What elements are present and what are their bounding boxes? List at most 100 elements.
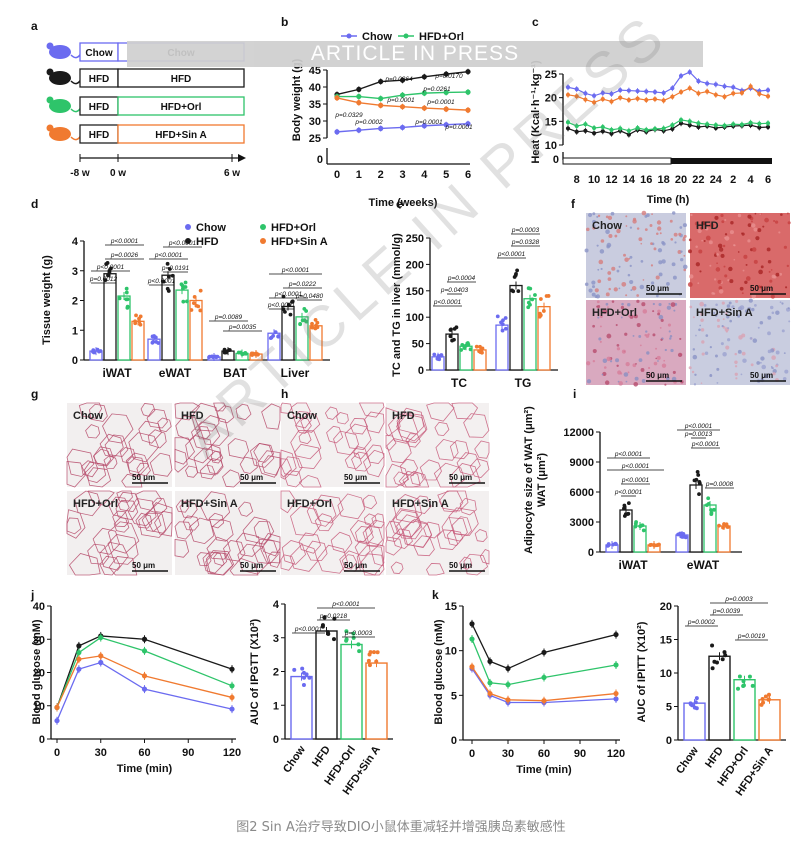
stain-dot: [716, 262, 718, 265]
data-point: [757, 125, 762, 130]
data-point: [191, 301, 196, 305]
data-point: [626, 132, 631, 137]
adipocyte-outline: [157, 417, 172, 433]
panel-letter: f: [571, 197, 576, 211]
data-point: [356, 93, 362, 100]
stain-dot: [592, 226, 596, 230]
adipocyte-outline: [89, 403, 108, 422]
data-point: [652, 96, 658, 102]
data-point: [622, 503, 627, 508]
p-value: p=0.0329: [334, 112, 363, 119]
y-tick-label: 50: [412, 339, 424, 351]
p-value: p=0.0222: [288, 281, 317, 288]
stain-dot: [653, 247, 657, 251]
adipocyte-outline: [87, 490, 115, 506]
histology-image: HFD 50 μm: [174, 402, 281, 488]
stain-dot: [592, 224, 596, 228]
adipocyte-outline: [280, 554, 295, 571]
adipocyte-outline: [385, 536, 403, 556]
stain-dot: [603, 366, 607, 369]
p-value: p=0.0364: [384, 76, 413, 83]
data-point: [614, 542, 618, 547]
stain-dot: [616, 343, 620, 347]
adipocyte-outline: [389, 508, 421, 539]
mouse-icon: [46, 68, 82, 85]
data-point: [541, 309, 546, 313]
x-tick-label: 30: [502, 748, 514, 760]
p-value: p=0.0004: [447, 275, 476, 282]
stain-dot: [663, 359, 666, 362]
histology-image: HFD+Orl 50 μm: [586, 299, 686, 387]
data-point: [117, 296, 122, 301]
data-point: [302, 675, 307, 680]
stain-dot: [768, 290, 772, 294]
stain-dot: [782, 376, 787, 381]
light-phase-bar: [562, 157, 672, 165]
adipocyte-outline: [419, 459, 442, 481]
adipocyte-outline: [385, 463, 410, 488]
data-point: [95, 347, 100, 352]
image-label: Chow: [287, 410, 317, 422]
adipocyte-outline: [196, 426, 211, 440]
data-point: [717, 523, 721, 528]
p-value: p<0.0001: [294, 626, 323, 633]
stain-dot: [705, 235, 711, 241]
data-point: [678, 531, 682, 536]
data-point: [712, 659, 717, 664]
data-point: [185, 299, 189, 304]
p-value: p=0.0002: [354, 119, 383, 126]
data-point: [478, 350, 483, 354]
x-tick-label: 16: [640, 174, 652, 186]
timeline-arrow: [238, 154, 246, 162]
stain-dot: [716, 253, 719, 256]
stain-dot: [633, 381, 639, 387]
stain-dot: [616, 364, 619, 367]
mouse-body: [49, 71, 71, 85]
stain-dot: [749, 336, 753, 340]
stain-dot: [757, 228, 762, 233]
p-value: p=0.0019: [737, 633, 766, 640]
stain-dot: [625, 380, 628, 383]
stain-dot: [657, 248, 663, 253]
adipocyte-outline: [205, 551, 234, 576]
stain-dot: [602, 309, 608, 314]
data-point: [710, 666, 715, 671]
data-point: [421, 74, 427, 80]
data-point: [741, 679, 746, 684]
data-point: [207, 355, 212, 360]
stain-dot: [767, 349, 772, 354]
data-point: [679, 534, 684, 539]
adipocyte-outline: [399, 458, 419, 476]
data-point: [644, 89, 649, 94]
stain-dot: [607, 215, 613, 221]
category-label: TC: [451, 376, 467, 390]
stain-dot: [602, 371, 607, 377]
stain-dot: [785, 286, 788, 289]
stain-dot: [618, 381, 623, 386]
adipocyte-outline: [451, 402, 479, 420]
data-point: [304, 672, 309, 677]
y-tick-label: 15: [545, 116, 557, 128]
adipocyte-outline: [312, 494, 344, 524]
stain-dot: [629, 314, 634, 319]
stain-dot: [664, 383, 667, 386]
adipocyte-outline: [102, 413, 134, 444]
stain-dot: [636, 294, 640, 297]
adipocyte-outline: [393, 471, 409, 487]
histology-image: HFD+Sin A 50 μm: [385, 490, 490, 576]
stain-dot: [741, 292, 744, 295]
adipocyte-outline: [449, 463, 481, 488]
series-line-HFD+Sin A: [56, 655, 233, 708]
stain-dot: [744, 280, 748, 284]
stain-dot: [627, 371, 630, 374]
bar-HFD: [103, 273, 117, 361]
stain-dot: [700, 382, 703, 384]
data-point: [721, 525, 725, 530]
adipocyte-outline: [267, 551, 281, 568]
data-point: [757, 121, 762, 126]
data-point: [133, 321, 138, 326]
adipocyte-outline: [326, 425, 344, 444]
data-point: [618, 126, 623, 131]
